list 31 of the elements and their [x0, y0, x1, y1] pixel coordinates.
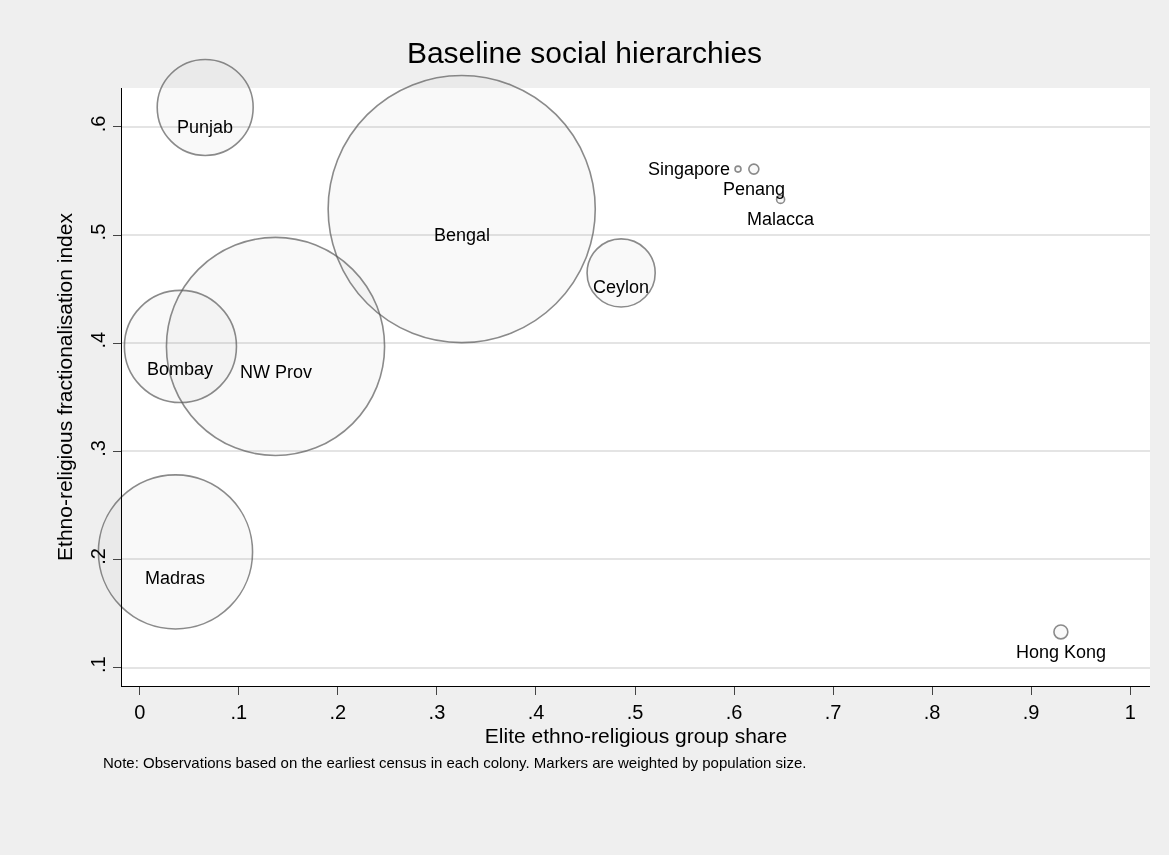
y-tick-label: .3 [87, 440, 109, 457]
annotation: Hong Kong [1016, 642, 1107, 662]
text: Note: Observations based on the earliest census in each colony. Markers are weighted by population size. [103, 754, 807, 771]
annotation: NW Prov [240, 362, 312, 382]
y-tick-label: .4 [87, 331, 109, 349]
x-tick-label: .4 [527, 701, 545, 723]
x-tick-label: 1 [1124, 701, 1136, 723]
x-tick-label: .2 [329, 701, 347, 723]
x-tick-label: .8 [923, 701, 941, 723]
x-tick-label: 0 [134, 701, 146, 723]
x-tick-label: .5 [626, 701, 644, 723]
x-tick-label: .1 [230, 701, 248, 723]
y-tick-label: .1 [87, 656, 109, 673]
annotation: Malacca [747, 209, 816, 229]
annotation: Bombay [147, 359, 214, 379]
y-tick-label: .5 [87, 223, 109, 241]
annotation: Ceylon [593, 277, 650, 297]
annotation: Punjab [177, 117, 234, 137]
x-tick-label: .3 [428, 701, 446, 723]
annotation: Singapore [648, 159, 731, 179]
annotation: Penang [723, 179, 786, 199]
x-tick-label: .7 [824, 701, 842, 723]
x-tick-label: .6 [725, 701, 743, 723]
chart-title: Baseline social hierarchies [406, 36, 763, 69]
x-axis-title: Elite ethno-religious group share [484, 724, 788, 748]
annotation: Madras [145, 568, 206, 588]
y-tick-label: .2 [87, 548, 109, 565]
y-axis-title: Ethno-religious fractionalisation index [53, 212, 77, 561]
x-tick-label: .9 [1022, 701, 1040, 723]
annotation: Bengal [434, 225, 491, 245]
y-tick-label: .6 [87, 115, 109, 133]
